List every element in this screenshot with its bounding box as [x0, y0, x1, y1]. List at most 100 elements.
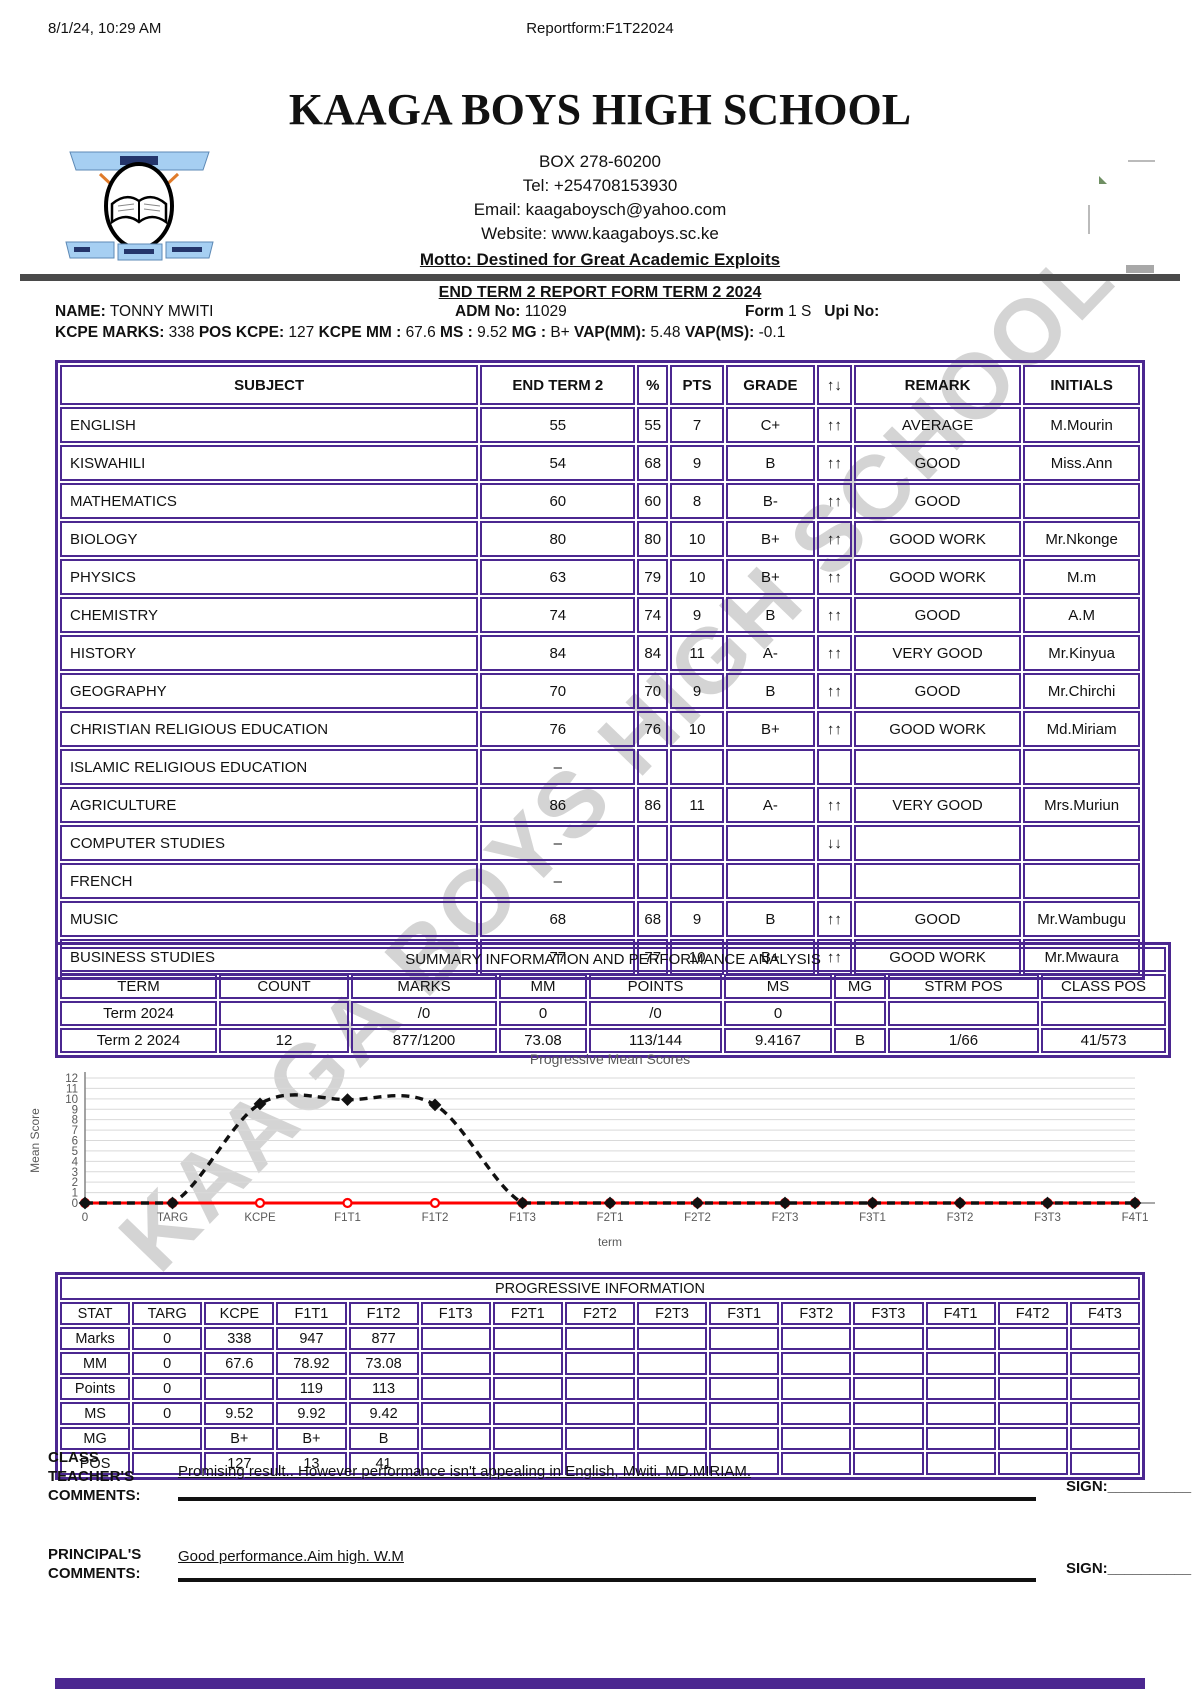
cell: [725, 863, 815, 899]
kcpe-segment-value: 5.48: [650, 324, 685, 341]
cell: MM: [499, 974, 587, 999]
cell: /0: [589, 1001, 722, 1026]
cell: C+: [725, 407, 815, 443]
cell: 10: [670, 521, 724, 557]
cell: F1T1: [276, 1302, 347, 1325]
cell: [1069, 1452, 1140, 1475]
progressive-row: Marks 0 338 947 877: [60, 1327, 1140, 1350]
cell: [420, 1377, 491, 1400]
principal-comment-rule: [178, 1578, 1036, 1582]
cell: [492, 1352, 563, 1375]
cell: –: [480, 825, 636, 861]
subject-row: MATHEMATICS 60 60 8 B- ↑↑ GOOD: [60, 483, 1140, 519]
cell: MUSIC: [60, 901, 479, 937]
cell: [637, 1327, 708, 1350]
school-website: Website: www.kaagaboys.sc.ke: [481, 224, 719, 243]
cell: F4T3: [1069, 1302, 1140, 1325]
cell: [132, 1427, 203, 1450]
cell: ISLAMIC RELIGIOUS EDUCATION: [60, 749, 479, 785]
cell: ↑↑: [816, 673, 852, 709]
cell: [564, 1402, 635, 1425]
svg-text:Progressive Mean Scores: Progressive Mean Scores: [530, 1051, 690, 1067]
cell: 9.42: [348, 1402, 419, 1425]
cell: [725, 749, 815, 785]
cell: A-: [725, 787, 815, 823]
subject-row: PHYSICS 63 79 10 B+ ↑↑ GOOD WORK M.m: [60, 559, 1140, 595]
kcpe-summary-line: KCPE MARKS: 338 POS KCPE: 127 KCPE MM : …: [55, 324, 785, 342]
cell: [1023, 749, 1140, 785]
cell: GOOD: [853, 483, 1022, 519]
cell: –: [480, 749, 636, 785]
progressive-row: MG B+ B+ B: [60, 1427, 1140, 1450]
cell: VERY GOOD: [853, 635, 1022, 671]
form-upi-field: Form 1 S Upi No:: [745, 303, 879, 321]
subject-row: AGRICULTURE 86 86 11 A- ↑↑ VERY GOOD Mrs.Muriun: [60, 787, 1140, 823]
cell: KCPE: [204, 1302, 275, 1325]
cell: 9.52: [204, 1402, 275, 1425]
cell: [637, 1377, 708, 1400]
svg-text:3: 3: [72, 1167, 78, 1179]
cell: [997, 1452, 1068, 1475]
subject-row: HISTORY 84 84 11 A- ↑↑ VERY GOOD Mr.Kinyua: [60, 635, 1140, 671]
subject-row: COMPUTER STUDIES – ↓↓: [60, 825, 1140, 861]
svg-text:F3T2: F3T2: [947, 1212, 974, 1224]
cell: GOOD WORK: [853, 521, 1022, 557]
cell: CHEMISTRY: [60, 597, 479, 633]
cell: B: [725, 901, 815, 937]
cell: GOOD: [853, 673, 1022, 709]
cell: 68: [480, 901, 636, 937]
student-name: TONNY MWITI: [109, 303, 214, 320]
name-label: NAME:: [55, 303, 106, 320]
cell: ↑↑: [816, 445, 852, 481]
cell: 55: [480, 407, 636, 443]
cell: MARKS: [351, 974, 497, 999]
cell: [781, 1327, 852, 1350]
cell: –: [480, 863, 636, 899]
cell: ↑↑: [816, 483, 852, 519]
cell: GOOD: [853, 445, 1022, 481]
summary-row: Term 2 2024 12 877/1200 73.08 113/144 9.4167 B…: [60, 1028, 1167, 1053]
cell: 0: [132, 1327, 203, 1350]
cell: [997, 1377, 1068, 1400]
cell: [1041, 1001, 1167, 1026]
cell: 0: [724, 1001, 832, 1026]
cell: [637, 749, 669, 785]
cell: F3T1: [709, 1302, 780, 1325]
cell: [925, 1427, 996, 1450]
cell: F4T1: [925, 1302, 996, 1325]
cell: 13: [276, 1452, 347, 1475]
cell: F2T2: [564, 1302, 635, 1325]
adm-label: ADM No:: [455, 303, 521, 320]
subjects-table-body: ENGLISH 55 55 7 C+ ↑↑ AVERAGE M.Mourin KISWAHILI…: [60, 407, 1140, 975]
summary-table: SUMMARY INFORMATION AND PERFORMANCE ANAL…: [55, 942, 1172, 1058]
cell: 76: [480, 711, 636, 747]
cell: [1023, 863, 1140, 899]
summary-header-row: TERM COUNT MARKS MM POINTS MS MG STRM POS CLASS …: [60, 974, 1167, 999]
cell: [492, 1402, 563, 1425]
cell: 76: [637, 711, 669, 747]
cell: 11: [670, 787, 724, 823]
school-box: BOX 278-60200: [539, 152, 661, 171]
svg-text:12: 12: [65, 1073, 78, 1085]
cell: ↑↑: [816, 559, 852, 595]
subject-row: ISLAMIC RELIGIOUS EDUCATION –: [60, 749, 1140, 785]
cell: [853, 825, 1022, 861]
svg-text:F3T1: F3T1: [859, 1212, 886, 1224]
svg-text:F2T3: F2T3: [772, 1212, 799, 1224]
cell: GRADE: [725, 365, 815, 405]
cell: MG: [834, 974, 886, 999]
cell: B+: [276, 1427, 347, 1450]
cell: [1069, 1427, 1140, 1450]
progressive-row: MM 0 67.6 78.92 73.08: [60, 1352, 1140, 1375]
cell: [853, 1377, 924, 1400]
cell: /0: [351, 1001, 497, 1026]
capture-artifact-rect: [1126, 265, 1154, 273]
cell: F2T1: [492, 1302, 563, 1325]
cell: B+: [725, 521, 815, 557]
subject-row: BIOLOGY 80 80 10 B+ ↑↑ GOOD WORK Mr.Nkonge: [60, 521, 1140, 557]
kcpe-segment-value: 9.52: [477, 324, 512, 341]
principal-sign-field: SIGN:__________: [1066, 1560, 1192, 1577]
svg-text:0: 0: [72, 1198, 78, 1210]
cell: 127: [204, 1452, 275, 1475]
cell: [853, 1427, 924, 1450]
